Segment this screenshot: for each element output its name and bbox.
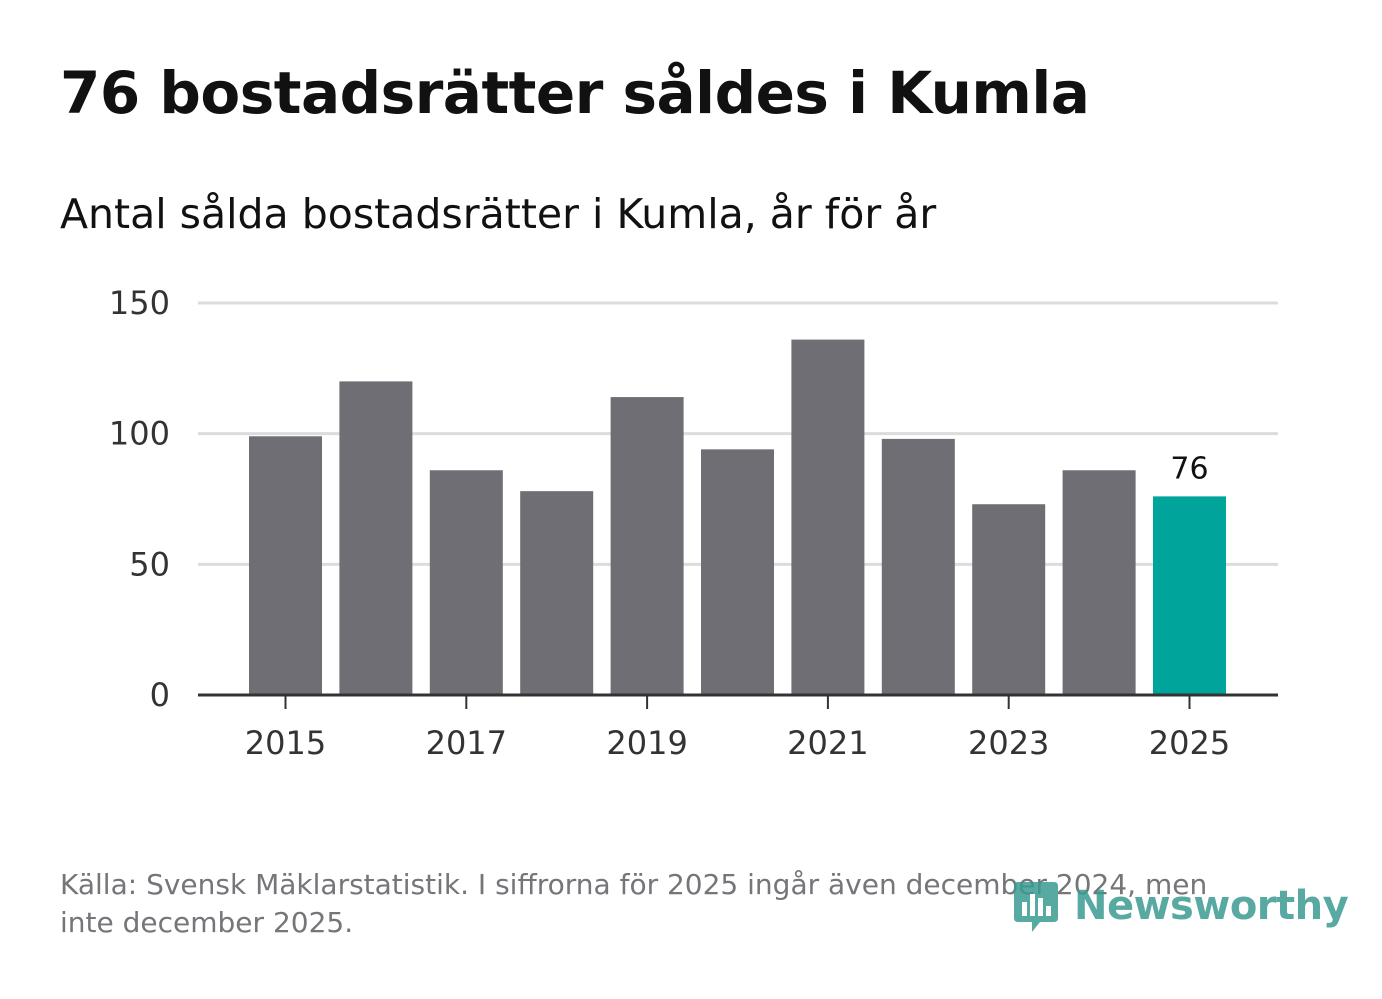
x-tick-label: 2019	[606, 724, 687, 762]
bar	[791, 339, 865, 695]
bar-chart: 0 50 100 150 76 2015 2017 2019 2021 2023 2025	[109, 284, 1278, 762]
chart-subtitle: Antal sålda bostadsrätter i Kumla, år fö…	[60, 190, 937, 238]
newsworthy-logo-text: Newsworthy	[1074, 883, 1349, 929]
y-tick-label: 0	[150, 676, 170, 714]
bar-highlight	[1153, 496, 1226, 695]
bar	[339, 381, 413, 695]
bar	[701, 449, 774, 695]
bar	[429, 470, 503, 695]
bar	[881, 438, 955, 695]
bar	[249, 436, 322, 695]
x-tick-label: 2023	[968, 724, 1049, 762]
bar	[610, 397, 684, 695]
bar	[972, 504, 1046, 695]
x-tick-label: 2021	[787, 724, 868, 762]
bar	[1062, 470, 1136, 695]
chart-title: 76 bostadsrätter såldes i Kumla	[60, 59, 1090, 127]
bar	[520, 491, 594, 695]
data-label: 76	[1170, 451, 1208, 486]
y-tick-label: 100	[109, 415, 170, 453]
newsworthy-logo-icon	[1014, 882, 1058, 932]
x-tick-label: 2017	[426, 724, 507, 762]
x-tick-label: 2025	[1149, 724, 1230, 762]
x-tick-label: 2015	[245, 724, 326, 762]
y-tick-label: 50	[129, 545, 170, 583]
y-tick-label: 150	[109, 284, 170, 322]
newsworthy-logo: Newsworthy	[1010, 878, 1349, 934]
